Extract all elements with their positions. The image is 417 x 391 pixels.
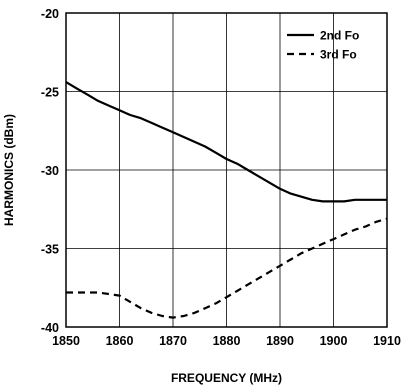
series-line-3rd-fo [66,217,388,319]
series-lines [65,81,388,319]
x-tick-label: 1870 [159,334,187,348]
y-axis-tick-labels: -20 -25 -30 -35 -40 [41,7,59,335]
legend-label: 2nd Fo [320,29,359,43]
grid-lines [66,13,387,327]
legend: 2nd Fo 3rd Fo [287,29,359,62]
x-tick-label: 1900 [320,334,348,348]
y-axis-title: HARMONICS (dBm) [2,114,16,226]
x-axis-title: FREQUENCY (MHz) [171,371,282,385]
y-tick-label: -20 [41,7,59,21]
y-tick-label: -40 [41,321,59,335]
x-axis-tick-labels: 1850 1860 1870 1880 1890 1900 1910 [52,334,401,348]
x-tick-label: 1910 [373,334,401,348]
y-tick-label: -25 [41,86,59,100]
x-tick-label: 1850 [52,334,80,348]
plot-area-frame [65,12,388,328]
x-tick-label: 1890 [266,334,294,348]
y-tick-label: -30 [41,164,59,178]
series-line-2nd-fo [65,81,387,203]
x-tick-label: 1880 [213,334,241,348]
x-tick-label: 1860 [106,334,134,348]
legend-label: 3rd Fo [320,48,357,62]
y-tick-label: -35 [41,243,59,257]
